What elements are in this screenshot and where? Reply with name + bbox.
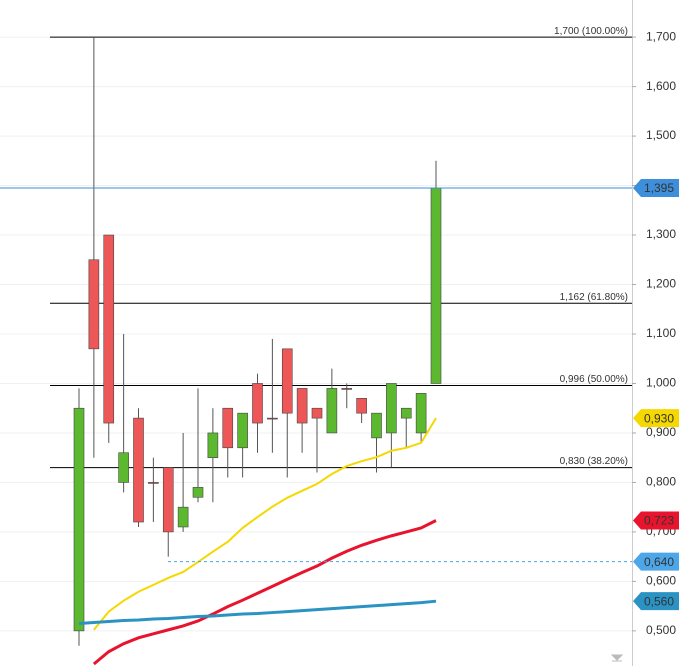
price-tag bbox=[633, 179, 679, 198]
fib-label: 1,700 (100.00%) bbox=[554, 26, 628, 37]
candle-body bbox=[162, 467, 174, 533]
y-tick-label: 1,700 bbox=[646, 29, 676, 43]
candle-body bbox=[192, 487, 204, 498]
price-tag-label: 0,723 bbox=[644, 514, 674, 528]
candle-body bbox=[103, 234, 115, 424]
moving-average bbox=[92, 519, 437, 666]
scroll-icon[interactable] bbox=[610, 654, 624, 662]
candle-body bbox=[371, 412, 382, 439]
y-tick-label: 0,600 bbox=[646, 574, 676, 588]
price-tag bbox=[633, 409, 679, 428]
candle-body bbox=[415, 393, 427, 434]
fib-label: 1,162 (61.80%) bbox=[560, 292, 628, 303]
fib-label: 0,830 (38.20%) bbox=[560, 456, 628, 467]
y-tick-label: 1,600 bbox=[646, 79, 676, 93]
y-tick-label: 1,000 bbox=[646, 376, 676, 390]
price-tag-label: 0,640 bbox=[644, 555, 674, 569]
price-tag bbox=[633, 592, 679, 611]
candle-body bbox=[311, 407, 323, 419]
candle-body bbox=[88, 259, 100, 350]
y-tick-label: 1,500 bbox=[646, 128, 676, 142]
candle-body bbox=[222, 407, 234, 449]
candle-body bbox=[252, 383, 263, 424]
candle-body bbox=[400, 407, 412, 419]
candle-body bbox=[237, 412, 248, 449]
price-tag-label: 1,395 bbox=[644, 181, 674, 195]
candle-body bbox=[133, 417, 144, 523]
price-tag-label: 0,930 bbox=[644, 411, 674, 425]
price-tag-label: 0,560 bbox=[644, 594, 674, 608]
y-tick-label: 0,900 bbox=[646, 425, 676, 439]
candle-body bbox=[430, 187, 442, 384]
candle-body bbox=[73, 407, 85, 632]
candle-body bbox=[341, 388, 353, 390]
y-tick-label: 1,300 bbox=[646, 227, 676, 241]
candle-body bbox=[267, 417, 278, 420]
candle-body bbox=[177, 506, 189, 528]
candle-body bbox=[281, 348, 293, 414]
candle-body bbox=[118, 452, 129, 483]
y-tick-label: 1,200 bbox=[646, 277, 676, 291]
plot-area: 1,700 (100.00%) 1,162 (61.80%) 0,996 (50.0… bbox=[0, 26, 632, 666]
y-tick-label: 1,100 bbox=[646, 326, 676, 340]
moving-average bbox=[78, 599, 437, 625]
moving-average bbox=[93, 417, 437, 631]
price-tag bbox=[633, 552, 679, 571]
y-axis: 0,5000,6000,7000,8000,9001,0001,1001,200… bbox=[632, 29, 679, 637]
y-tick-label: 0,500 bbox=[646, 623, 676, 637]
y-tick-label: 0,800 bbox=[646, 475, 676, 489]
candle-body bbox=[326, 388, 338, 434]
fib-label: 0,996 (50.00%) bbox=[560, 374, 628, 385]
price-tag bbox=[633, 511, 679, 530]
candle-body bbox=[148, 482, 159, 484]
candle-body bbox=[356, 398, 367, 414]
candle-body bbox=[296, 388, 308, 424]
candle-body bbox=[386, 383, 397, 434]
candle-body bbox=[207, 432, 219, 458]
